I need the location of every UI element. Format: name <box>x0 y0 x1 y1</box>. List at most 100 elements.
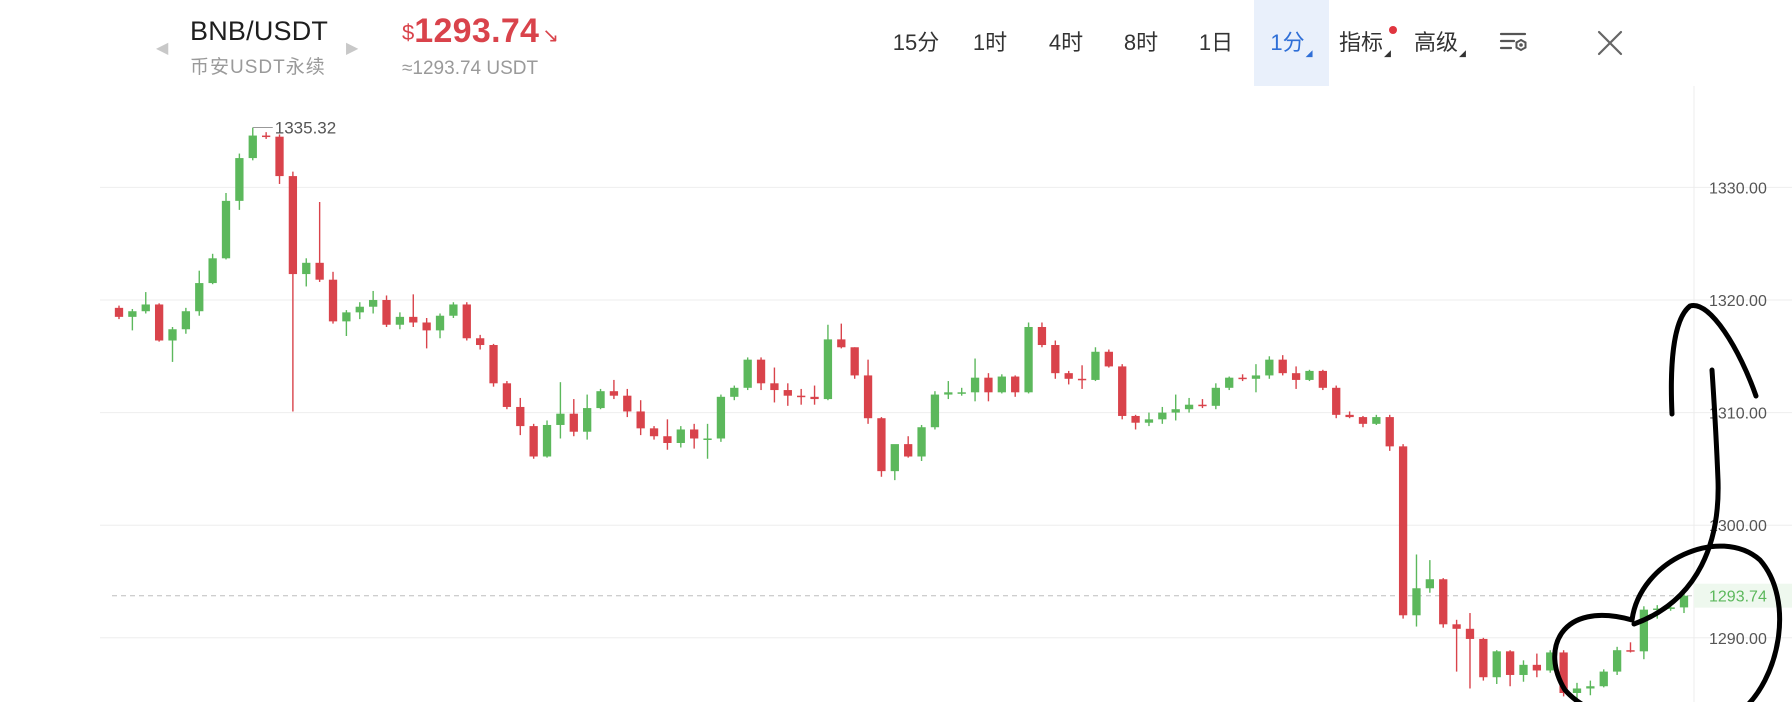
candle-body <box>275 136 284 177</box>
candle-body <box>288 176 298 275</box>
candle-body <box>1452 624 1461 629</box>
candle-body <box>930 394 940 428</box>
tab-interval-4h[interactable]: 4时 <box>1048 30 1084 55</box>
dropdown-triangle-icon: ◢ <box>1459 48 1466 58</box>
advanced-menu[interactable]: 高级◢ <box>1410 0 1470 86</box>
candle-body <box>435 315 445 331</box>
candle-body <box>141 304 150 312</box>
y-tick-label: 1330.00 <box>1709 180 1767 197</box>
candle <box>1492 650 1501 684</box>
tab-interval-1d[interactable]: 1日 <box>1198 30 1234 55</box>
candle-body <box>489 345 498 384</box>
candle-body <box>1171 409 1180 413</box>
candle <box>141 292 150 314</box>
price-currency: $ <box>402 20 415 45</box>
chart-settings-icon[interactable] <box>1498 27 1530 59</box>
candle <box>1171 394 1180 421</box>
candle-body <box>1505 651 1515 675</box>
candle-body <box>1211 387 1220 406</box>
candle <box>516 397 525 436</box>
candle <box>529 423 538 459</box>
close-icon[interactable] <box>1594 27 1626 59</box>
candle-body <box>730 387 739 397</box>
candle <box>208 253 217 285</box>
candle <box>556 382 565 439</box>
candle-body <box>1198 404 1207 407</box>
candle-body <box>743 359 752 388</box>
candle-body <box>837 339 846 348</box>
tab-interval-15m[interactable]: 15分 <box>892 30 940 55</box>
candle <box>315 201 324 282</box>
candle <box>1091 347 1100 382</box>
candle-body <box>1559 652 1568 693</box>
candle-body <box>1439 579 1448 625</box>
candle <box>797 388 806 405</box>
tab-interval-8h[interactable]: 8时 <box>1123 30 1159 55</box>
candle-body <box>1131 415 1140 423</box>
tab-interval-1m[interactable]: 1分◢ <box>1254 0 1329 86</box>
candlestick-chart[interactable]: 1330.00 1320.00 1310.00 1300.00 1290.00 1293.… <box>0 86 1792 702</box>
candle <box>1572 682 1582 700</box>
candle <box>409 294 418 327</box>
candle-body <box>716 396 726 439</box>
candle-body <box>663 436 672 443</box>
candles-layer <box>114 127 1689 700</box>
candle <box>944 381 953 400</box>
hand-drawn-arrow-head <box>1668 303 1759 417</box>
candle-body <box>1666 607 1675 609</box>
candle <box>1118 364 1127 420</box>
candle-body <box>609 391 619 396</box>
candle-body <box>395 316 405 325</box>
candle-body <box>1091 351 1100 380</box>
candle <box>476 334 485 350</box>
candle-body <box>221 200 231 259</box>
candle-body <box>114 307 124 317</box>
indicators-menu[interactable]: 指标◢ <box>1336 0 1397 86</box>
next-symbol-icon[interactable]: ▶ <box>346 40 359 57</box>
candle <box>1586 680 1595 696</box>
candle <box>703 423 712 459</box>
candle <box>342 310 351 337</box>
candle <box>837 323 846 349</box>
last-price: $1293.74 ↘ <box>402 12 559 51</box>
candle-body <box>1064 373 1073 379</box>
candle <box>623 388 632 418</box>
candle-body <box>542 424 552 457</box>
y-tick-label: 1310.00 <box>1709 406 1767 423</box>
candle <box>649 426 659 440</box>
candle <box>850 347 859 379</box>
candle-body <box>208 258 217 284</box>
candle <box>1077 365 1087 389</box>
candle <box>1479 637 1488 681</box>
candle <box>1465 613 1475 689</box>
candle <box>128 308 137 331</box>
candle-body <box>823 339 833 400</box>
symbol-selector[interactable]: ◀ BNB/USDT 币安USDT永续 ▶ <box>150 8 360 80</box>
candle-body <box>181 311 191 330</box>
candle-body <box>1291 373 1301 380</box>
candle <box>997 374 1006 394</box>
candle <box>489 343 498 387</box>
candle-body <box>1653 608 1662 611</box>
candle <box>1265 356 1274 379</box>
tab-interval-1h[interactable]: 1时 <box>972 30 1008 55</box>
symbol-name: BNB/USDT <box>190 16 329 46</box>
candle <box>168 326 177 362</box>
candle <box>1211 383 1220 410</box>
candle <box>1372 414 1381 425</box>
candle-body <box>756 359 766 384</box>
candle <box>957 387 966 396</box>
candle <box>1599 669 1608 688</box>
candle-body <box>342 312 351 322</box>
hand-drawn-circle <box>1552 543 1783 702</box>
candle <box>221 192 231 260</box>
candle-body <box>1425 579 1435 589</box>
candle-body <box>1104 351 1113 367</box>
candle-body <box>462 304 471 339</box>
candle <box>1318 369 1327 391</box>
prev-symbol-icon[interactable]: ◀ <box>156 40 169 57</box>
candle-body <box>315 262 324 280</box>
candle <box>823 324 833 401</box>
candle-body <box>890 444 899 472</box>
chart-canvas[interactable]: 1330.00 1320.00 1310.00 1300.00 1290.00 1293.… <box>0 86 1792 702</box>
